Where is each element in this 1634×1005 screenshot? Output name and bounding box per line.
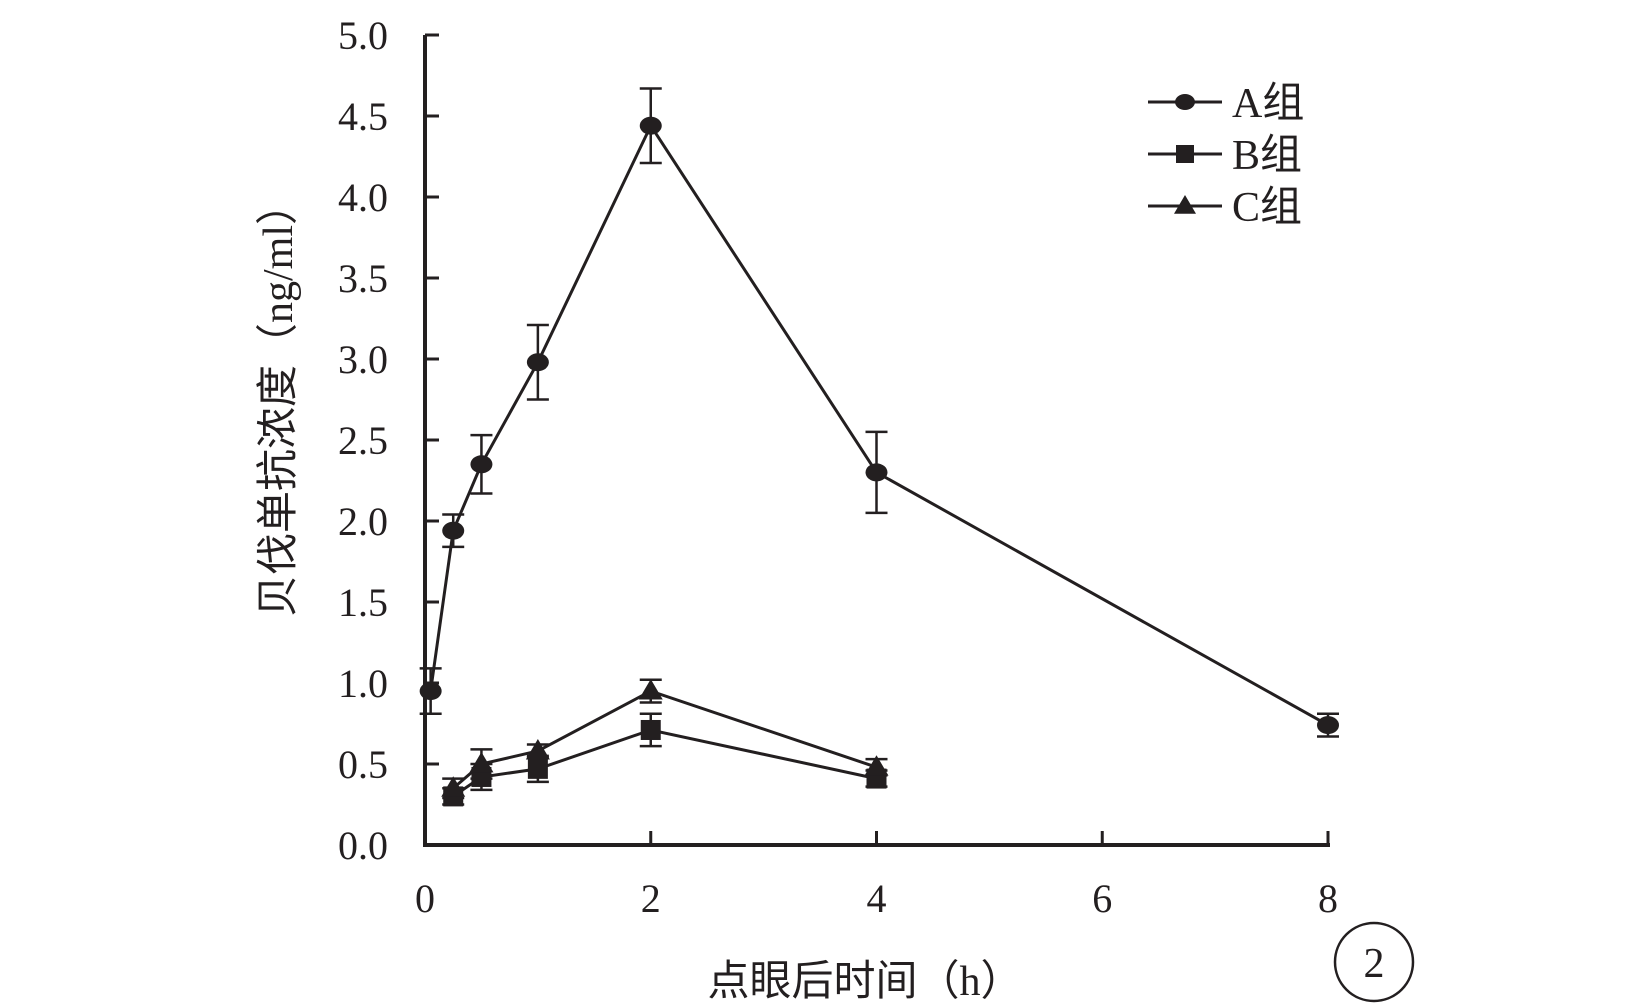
data-point-b xyxy=(640,719,661,740)
data-point-c xyxy=(638,679,663,700)
y-tick-label: 3.5 xyxy=(338,256,388,301)
data-point-a xyxy=(419,682,442,701)
legend-label-c: C组 xyxy=(1232,185,1302,231)
data-point-c xyxy=(525,739,550,760)
x-tick-label: 8 xyxy=(1318,876,1338,921)
data-point-c xyxy=(469,752,494,773)
y-tick-label: 2.0 xyxy=(338,499,388,544)
data-point-c xyxy=(864,755,889,776)
data-point-c xyxy=(441,776,466,797)
x-tick-label: 2 xyxy=(641,876,661,921)
panel-label: 2 xyxy=(1333,921,1415,1003)
y-tick-label: 1.5 xyxy=(338,580,388,625)
y-tick-label: 4.5 xyxy=(338,94,388,139)
y-tick-label: 5.0 xyxy=(338,13,388,58)
y-tick-label: 2.5 xyxy=(338,418,388,463)
legend-label-b: B组 xyxy=(1232,133,1302,179)
data-point-a xyxy=(865,463,888,482)
panel-label-circle xyxy=(1333,921,1415,1003)
series-line-c xyxy=(452,689,877,790)
data-point-a xyxy=(470,455,493,474)
series-line-b xyxy=(452,728,877,798)
y-tick-label: 0.0 xyxy=(338,823,388,868)
y-tick-label: 4.0 xyxy=(338,175,388,220)
data-point-a xyxy=(639,116,662,135)
y-tick-label: 0.5 xyxy=(338,742,388,787)
x-axis-title: 点眼后时间（h） xyxy=(707,959,1022,1005)
x-tick-label: 4 xyxy=(867,876,887,921)
series-lines-layer xyxy=(429,122,1329,798)
panel-label-text: 2 xyxy=(1364,941,1385,987)
series-line-a xyxy=(429,122,1329,727)
legend-label-a: A组 xyxy=(1232,81,1304,127)
y-axis-title: 贝伐单抗浓度（ng/ml） xyxy=(255,183,302,617)
ticks-layer: 0.0 0.5 1.0 1.5 2.0 2.5 3.0 3.5 4.0 4.5 5.0 0 2 4 6 8 xyxy=(338,13,1338,921)
data-point-a xyxy=(1317,716,1339,735)
data-point-a xyxy=(526,353,549,372)
series-markers-layer xyxy=(419,116,1339,807)
x-tick-label: 0 xyxy=(415,876,435,921)
x-tick-label: 6 xyxy=(1092,876,1112,921)
data-point-a xyxy=(442,521,465,540)
legend-marker-a xyxy=(1175,94,1195,110)
legend-marker-c xyxy=(1174,195,1196,214)
data-point-b xyxy=(527,758,548,779)
y-tick-label: 3.0 xyxy=(338,337,388,382)
legend-marker-b xyxy=(1176,145,1194,163)
y-tick-label: 1.0 xyxy=(338,661,388,706)
legend: A组 B组 C组 xyxy=(1148,81,1304,231)
error-bars-layer xyxy=(419,87,1339,806)
